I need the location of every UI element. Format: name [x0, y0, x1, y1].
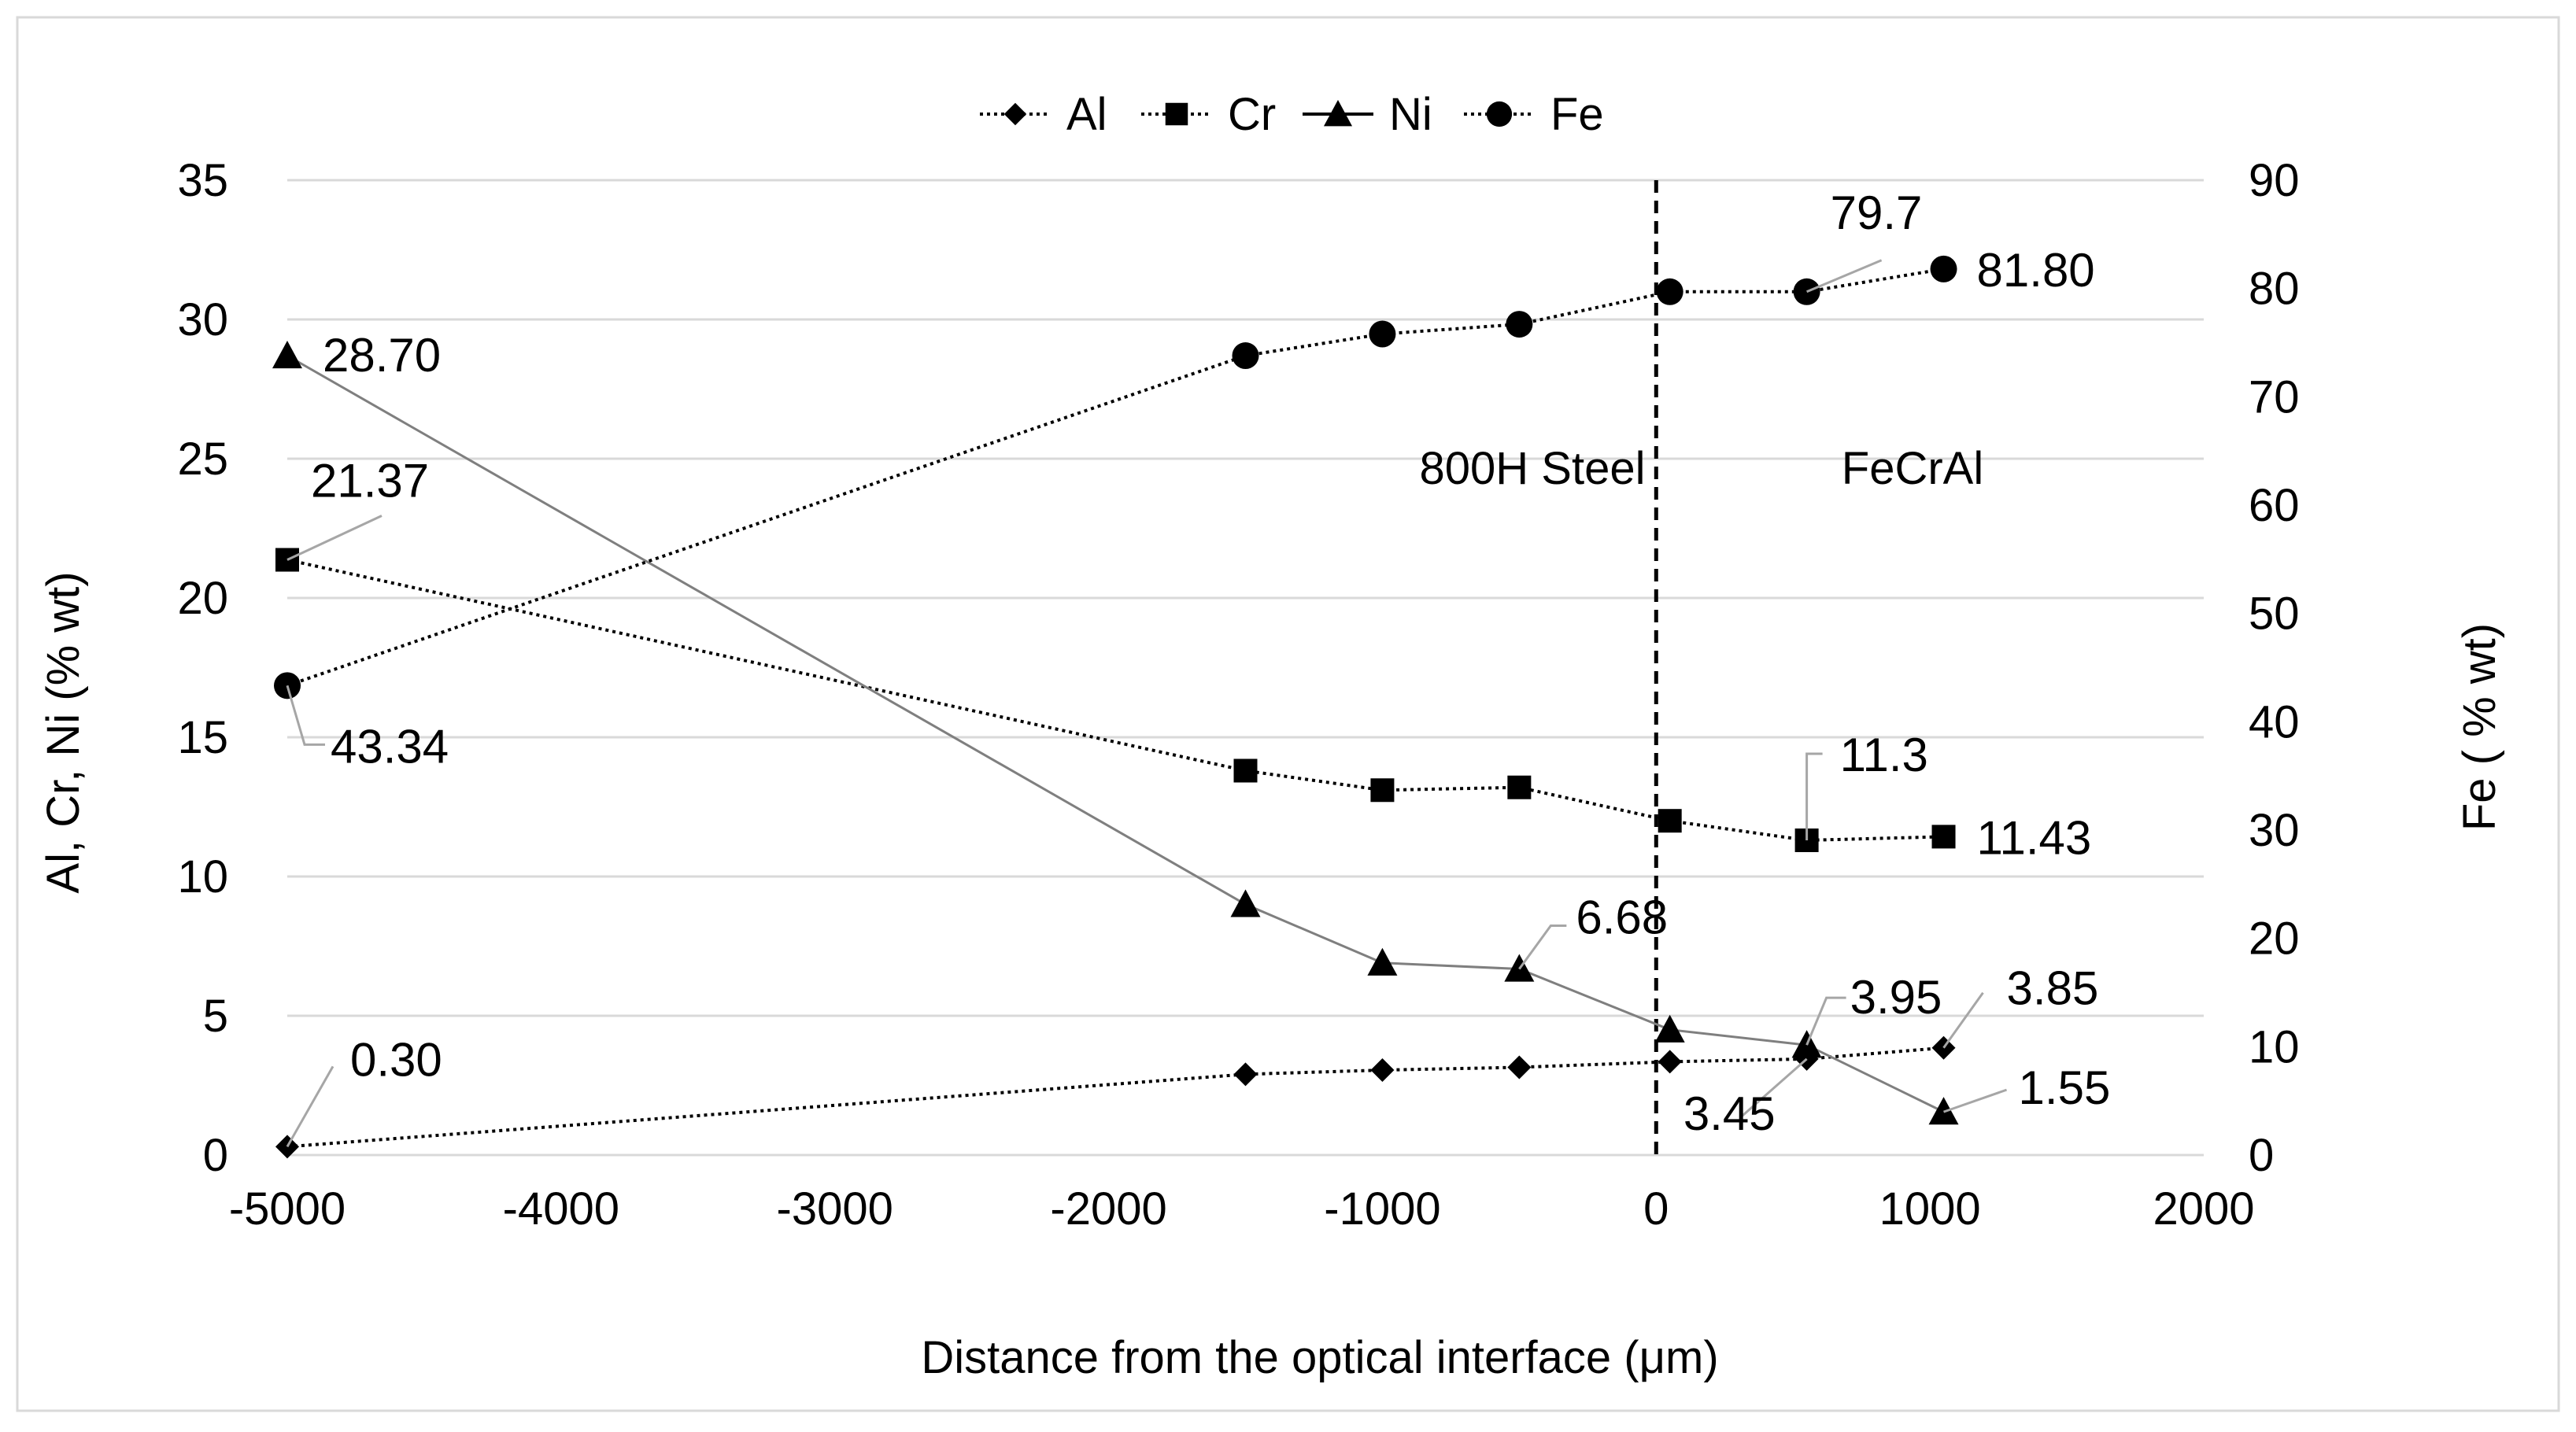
leader-line-al-5 [1739, 1057, 1808, 1119]
legend-marker-ni [1323, 99, 1353, 127]
data-label-ni-0: 28.70 [323, 329, 441, 382]
x-tick-label: 0 [1643, 1183, 1669, 1235]
point-cr-1 [1233, 758, 1258, 783]
data-label-fe-0: 43.34 [331, 720, 449, 773]
point-ni-2 [1367, 947, 1398, 976]
data-label-cr-0: 21.37 [311, 455, 429, 507]
x-tick-label: -2000 [1050, 1183, 1166, 1235]
point-al-2 [1370, 1058, 1395, 1083]
y-axis-right-title: Fe ( % wt) [2454, 623, 2505, 831]
x-tick-label: 2000 [2153, 1183, 2254, 1235]
y-right-tick-label: 70 [2249, 371, 2300, 423]
region-label-800h-steel: 800H Steel [1420, 443, 1646, 494]
point-al-3 [1507, 1055, 1532, 1080]
x-tick-label: -3000 [777, 1183, 893, 1235]
legend-label-cr: Cr [1228, 89, 1276, 140]
legend-label-al: Al [1066, 89, 1107, 140]
point-cr-4 [1658, 809, 1682, 833]
data-label-ni-5: 3.95 [1850, 971, 1942, 1024]
legend: Al Cr Ni Fe [980, 89, 1604, 140]
y-left-tick-label: 0 [203, 1130, 228, 1181]
legend-marker-al [1003, 102, 1027, 126]
data-label-al-0: 0.30 [350, 1033, 442, 1086]
y-left-tick-label: 5 [203, 991, 228, 1042]
point-al-4 [1658, 1050, 1682, 1074]
leader-line-cr-5 [1805, 752, 1823, 840]
legend-marker-fe [1486, 101, 1513, 127]
data-label-cr-6: 11.43 [1977, 811, 2092, 864]
y-right-tick-label: 30 [2249, 805, 2300, 856]
data-label-ni-6: 1.55 [2019, 1061, 2111, 1114]
point-cr-3 [1507, 775, 1532, 799]
label-layer: 0.30 3.45 3.85 21.37 11.3 11.43 28.70 6.68 3.95 1… [286, 186, 2111, 1148]
y-right-tick-label: 0 [2249, 1130, 2274, 1181]
x-tick-label: -4000 [503, 1183, 619, 1235]
y-right-tick-label: 40 [2249, 696, 2300, 747]
grid-layer [287, 179, 2204, 1157]
y-left-tick-label: 10 [177, 851, 228, 902]
data-label-ni-3: 6.68 [1576, 891, 1668, 944]
chart-frame [16, 16, 2560, 1412]
legend-label-fe: Fe [1550, 89, 1604, 140]
y-right-tick-label: 10 [2249, 1021, 2300, 1072]
y-right-tick-label: 50 [2249, 589, 2300, 640]
leader-line-cr-0 [286, 515, 383, 561]
point-al-1 [1233, 1062, 1258, 1087]
point-cr-6 [1931, 825, 1956, 849]
data-label-al-6: 3.85 [2007, 962, 2099, 1015]
y-right-tick-label: 80 [2249, 264, 2300, 315]
x-tick-label: 1000 [1879, 1183, 1981, 1235]
point-fe-6 [1930, 255, 1957, 282]
leader-line-ni-5 [1805, 996, 1846, 1046]
y-left-tick-label: 30 [177, 294, 228, 345]
data-label-cr-5: 11.3 [1840, 729, 1928, 781]
point-fe-4 [1656, 278, 1683, 305]
legend-label-ni: Ni [1389, 89, 1432, 140]
leader-line-al-6 [1942, 991, 1984, 1049]
data-label-fe-6: 81.80 [1977, 244, 2095, 297]
legend-marker-cr [1165, 102, 1188, 126]
region-label-fecral: FeCrAl [1842, 443, 1983, 494]
y-right-tick-label: 20 [2249, 913, 2300, 965]
data-label-fe-5: 79.7 [1831, 186, 1923, 239]
y-left-tick-label: 35 [177, 155, 228, 206]
y-right-tick-label: 60 [2249, 480, 2300, 531]
point-ni-1 [1230, 889, 1261, 917]
data-label-al-5: 3.45 [1683, 1087, 1776, 1140]
point-cr-2 [1370, 778, 1395, 803]
y-left-tick-label: 25 [177, 434, 228, 485]
axis-layer: 0 5 10 15 20 25 30 35 0 10 20 30 40 50 60 70 80 90 -5000 -4… [177, 155, 2299, 1235]
point-fe-2 [1369, 320, 1396, 348]
leader-line-fe-0 [286, 685, 325, 746]
leader-line-al-0 [286, 1065, 334, 1148]
point-ni-4 [1654, 1014, 1685, 1043]
x-tick-label: -1000 [1324, 1183, 1440, 1235]
leader-line-fe-5 [1806, 259, 1883, 293]
point-fe-3 [1506, 311, 1533, 338]
point-fe-1 [1232, 342, 1259, 370]
y-left-tick-label: 15 [177, 712, 228, 763]
y-left-tick-label: 20 [177, 573, 228, 624]
y-axis-left-title: Al, Cr, Ni (% wt) [38, 571, 89, 893]
x-axis-title: Distance from the optical interface (μm) [921, 1332, 1718, 1383]
x-tick-label: -5000 [229, 1183, 346, 1235]
y-right-tick-label: 90 [2249, 155, 2300, 206]
leader-line-ni-6 [1943, 1088, 2008, 1113]
leader-line-ni-3 [1518, 925, 1567, 970]
point-ni-0 [272, 341, 302, 369]
